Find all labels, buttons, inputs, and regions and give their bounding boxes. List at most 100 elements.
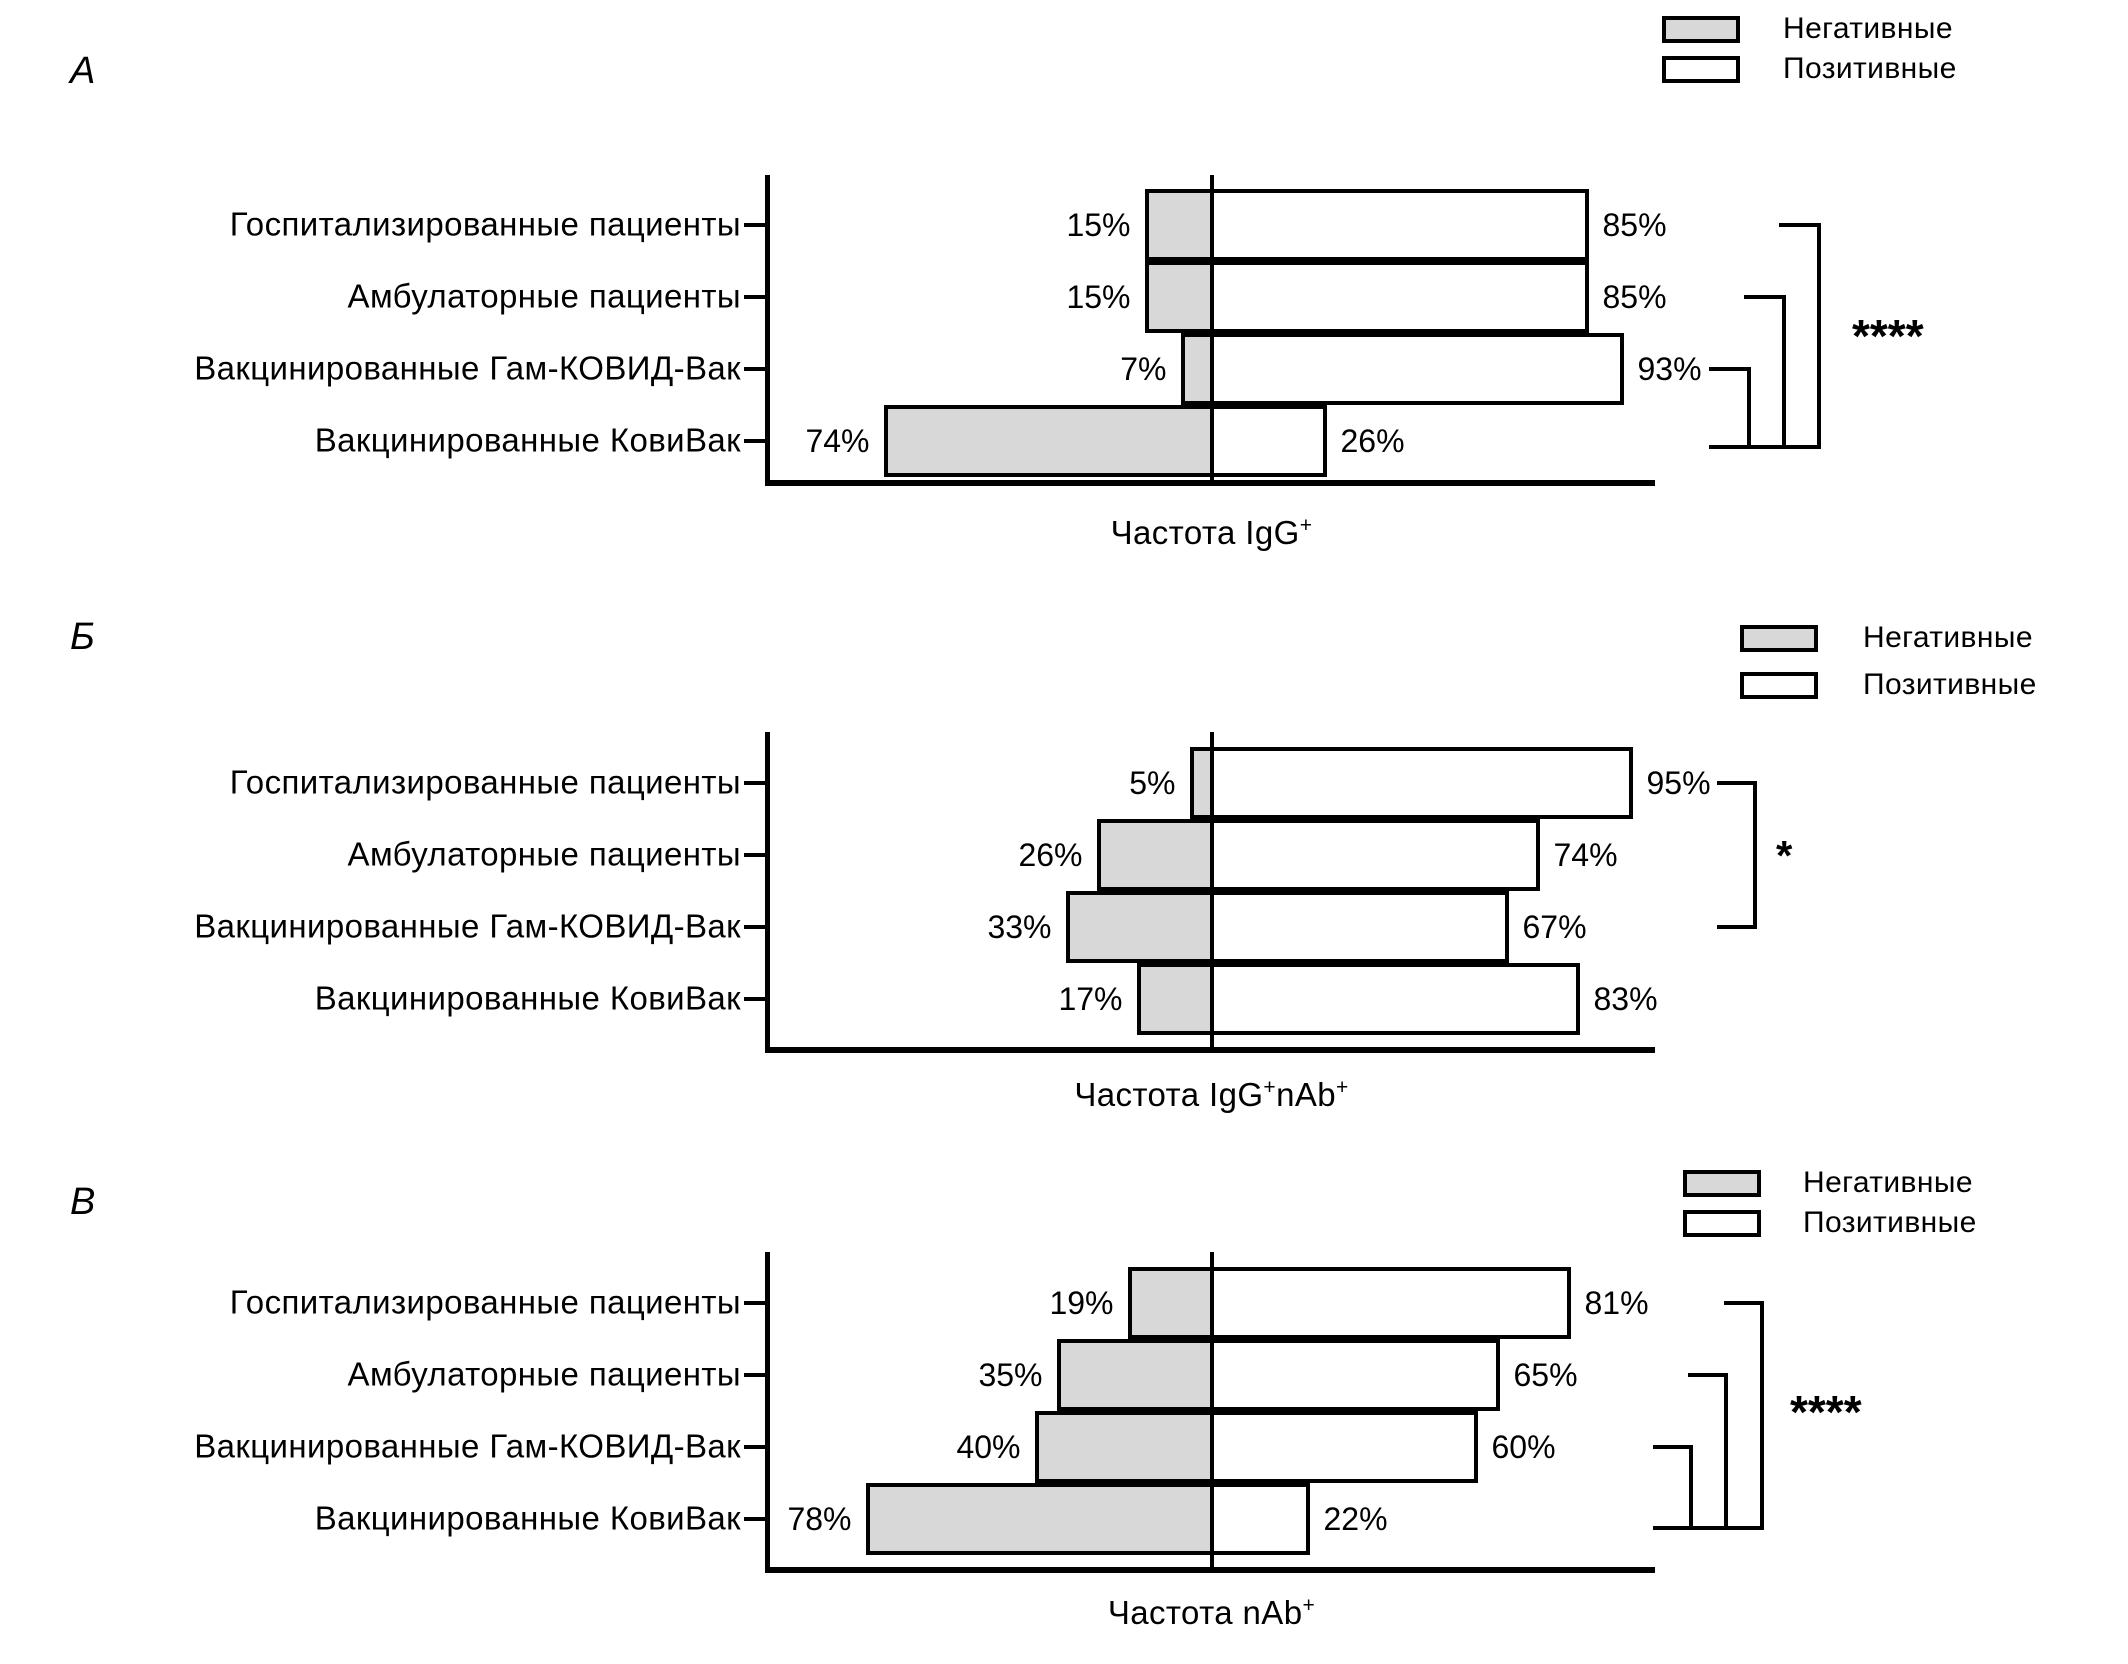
bar-negative [1096, 819, 1212, 891]
x-axis-title: Частота IgG+ [768, 514, 1655, 552]
bar-negative [1065, 891, 1212, 963]
category-tick [744, 1445, 768, 1449]
value-label-positive: 26% [1340, 423, 1405, 459]
category-label: Госпитализированные пациенты [229, 205, 741, 243]
panel-letter-А: А [70, 50, 96, 92]
axis-title-superscript: + [1263, 1076, 1277, 1099]
legend-item-negative-label: Негативные [1863, 621, 2033, 654]
bar-negative [1056, 1339, 1212, 1411]
significance-bracket-vertical [1817, 223, 1821, 449]
category-label: Амбулаторные пациенты [347, 277, 741, 315]
category-tick [744, 439, 768, 443]
bar-negative [883, 405, 1212, 477]
axis-title-text: nAb [1276, 1076, 1336, 1113]
legend-item-positive-swatch [1683, 1210, 1761, 1237]
legend-item-negative-label: Негативные [1803, 1166, 1973, 1199]
bar-positive [1211, 819, 1540, 891]
value-label-negative: 78% [787, 1501, 852, 1537]
value-label-negative: 33% [987, 909, 1052, 945]
value-label-positive: 60% [1491, 1429, 1556, 1465]
panel-letter-В: В [70, 1181, 96, 1223]
value-label-positive: 95% [1646, 765, 1711, 801]
category-tick [744, 997, 768, 1001]
category-label: Вакцинированные Гам-КОВИД-Вак [194, 907, 741, 945]
axis-title-superscript: + [1336, 1076, 1349, 1099]
value-label-negative: 15% [1066, 207, 1131, 243]
significance-asterisks: **** [1790, 1386, 1862, 1438]
bar-negative [1136, 963, 1212, 1035]
category-label: Госпитализированные пациенты [229, 1283, 741, 1321]
significance-asterisks: * [1776, 832, 1793, 879]
value-label-negative: 7% [1120, 351, 1167, 387]
significance-bracket-tick [1717, 925, 1757, 929]
value-label-positive: 85% [1602, 279, 1667, 315]
axis-title-text: Частота IgG [1074, 1076, 1264, 1113]
significance-bracket-tick [1688, 1373, 1728, 1377]
significance-bracket-tick [1653, 1445, 1693, 1449]
category-tick [744, 1301, 768, 1305]
significance-bracket-vertical [1724, 1373, 1728, 1530]
value-label-negative: 40% [956, 1429, 1021, 1465]
significance-bracket-tick [1779, 223, 1821, 227]
x-axis-title: Частота IgG+nAb+ [768, 1076, 1655, 1114]
value-label-positive: 22% [1323, 1501, 1388, 1537]
value-label-negative: 19% [1049, 1285, 1114, 1321]
axis-title-text: Частота IgG [1110, 514, 1300, 551]
category-tick [744, 853, 768, 857]
significance-asterisks: **** [1852, 310, 1924, 362]
category-label: Вакцинированные КовиВак [314, 979, 741, 1017]
bar-negative [1180, 333, 1212, 405]
bar-positive [1211, 1483, 1310, 1555]
x-axis-line [765, 480, 1655, 486]
value-label-positive: 93% [1637, 351, 1702, 387]
significance-bracket-base [1709, 445, 1817, 449]
bar-positive [1211, 333, 1624, 405]
bar-positive [1211, 1339, 1500, 1411]
x-axis-line [765, 1567, 1655, 1573]
legend-item-positive-label: Позитивные [1803, 1206, 1977, 1239]
zero-divider-line [1210, 175, 1214, 480]
legend-item-negative-swatch [1740, 625, 1818, 652]
bar-negative [1127, 1267, 1212, 1339]
bar-positive [1211, 891, 1509, 963]
significance-bracket-tick [1709, 367, 1751, 371]
legend-item-negative-swatch [1662, 16, 1740, 43]
x-axis-title: Частота nAb+ [768, 1594, 1655, 1632]
category-tick [744, 1517, 768, 1521]
category-label: Вакцинированные КовиВак [314, 1499, 741, 1537]
y-axis-line [765, 1252, 770, 1573]
bar-negative [865, 1483, 1212, 1555]
significance-bracket-vertical [1753, 781, 1757, 929]
significance-bracket-vertical [1782, 295, 1786, 449]
bar-positive [1211, 747, 1633, 819]
bar-positive [1211, 1411, 1478, 1483]
significance-bracket-tick [1724, 1301, 1764, 1305]
value-label-positive: 74% [1553, 837, 1618, 873]
significance-bracket-base [1653, 1526, 1760, 1530]
category-tick [744, 367, 768, 371]
category-label: Вакцинированные КовиВак [314, 421, 741, 459]
axis-title-superscript: + [1299, 514, 1313, 537]
legend-item-negative-label: Негативные [1783, 12, 1953, 45]
bar-negative [1144, 261, 1212, 333]
bar-positive [1211, 963, 1580, 1035]
value-label-positive: 67% [1522, 909, 1587, 945]
bar-positive [1211, 405, 1327, 477]
legend-item-positive-label: Позитивные [1783, 52, 1957, 85]
bar-negative [1189, 747, 1212, 819]
category-tick [744, 925, 768, 929]
category-tick [744, 295, 768, 299]
bar-positive [1211, 189, 1589, 261]
value-label-positive: 81% [1584, 1285, 1649, 1321]
category-label: Вакцинированные Гам-КОВИД-Вак [194, 1427, 741, 1465]
x-axis-line [765, 1047, 1655, 1053]
bar-negative [1144, 189, 1212, 261]
category-label: Вакцинированные Гам-КОВИД-Вак [194, 349, 741, 387]
category-tick [744, 1373, 768, 1377]
value-label-positive: 85% [1602, 207, 1667, 243]
legend-item-positive-swatch [1662, 56, 1740, 83]
category-label: Госпитализированные пациенты [229, 763, 741, 801]
axis-title-superscript: + [1302, 1594, 1316, 1617]
value-label-negative: 17% [1058, 981, 1123, 1017]
